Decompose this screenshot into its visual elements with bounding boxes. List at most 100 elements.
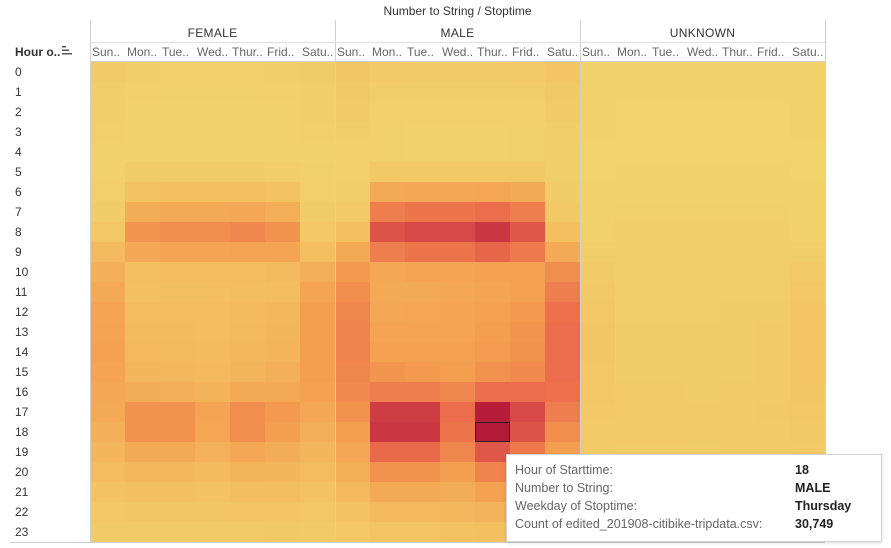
heatmap-cell[interactable] xyxy=(90,82,125,102)
heatmap-cell[interactable] xyxy=(370,382,405,402)
heatmap-cell[interactable] xyxy=(230,402,265,422)
heatmap-cell[interactable] xyxy=(510,162,545,182)
heatmap-cell[interactable] xyxy=(790,422,825,442)
heatmap-cell[interactable] xyxy=(300,242,335,262)
heatmap-cell[interactable] xyxy=(405,182,440,202)
heatmap-cell[interactable] xyxy=(230,182,265,202)
heatmap-cell[interactable] xyxy=(125,162,160,182)
heatmap-cell[interactable] xyxy=(160,142,195,162)
heatmap-cell[interactable] xyxy=(755,142,790,162)
heatmap-cell[interactable] xyxy=(755,382,790,402)
heatmap-cell[interactable] xyxy=(755,162,790,182)
heatmap-cell[interactable] xyxy=(545,202,580,222)
heatmap-cell[interactable] xyxy=(230,102,265,122)
heatmap-cell[interactable] xyxy=(265,462,300,482)
heatmap-cell[interactable] xyxy=(160,62,195,82)
heatmap-cell[interactable] xyxy=(195,502,230,522)
heatmap-cell[interactable] xyxy=(685,162,720,182)
heatmap-cell[interactable] xyxy=(545,162,580,182)
heatmap-cell[interactable] xyxy=(580,162,615,182)
heatmap-cell[interactable] xyxy=(685,222,720,242)
heatmap-cell[interactable] xyxy=(405,482,440,502)
heatmap-cell[interactable] xyxy=(615,282,650,302)
heatmap-cell[interactable] xyxy=(370,282,405,302)
heatmap-cell[interactable] xyxy=(685,282,720,302)
row-label[interactable]: 11 xyxy=(15,285,28,299)
day-header[interactable]: Thur.. xyxy=(232,45,263,59)
heatmap-cell[interactable] xyxy=(615,102,650,122)
heatmap-cell[interactable] xyxy=(650,242,685,262)
heatmap-cell[interactable] xyxy=(545,222,580,242)
heatmap-cell[interactable] xyxy=(475,342,510,362)
heatmap-cell[interactable] xyxy=(195,162,230,182)
heatmap-cell[interactable] xyxy=(405,402,440,422)
heatmap-cell[interactable] xyxy=(265,222,300,242)
heatmap-cell[interactable] xyxy=(265,482,300,502)
heatmap-cell[interactable] xyxy=(685,242,720,262)
heatmap-cell[interactable] xyxy=(125,422,160,442)
heatmap-cell[interactable] xyxy=(335,142,370,162)
day-header[interactable]: Tue.. xyxy=(652,45,679,59)
day-header[interactable]: Mon.. xyxy=(127,45,158,59)
heatmap-cell[interactable] xyxy=(300,302,335,322)
heatmap-cell[interactable] xyxy=(720,182,755,202)
heatmap-cell[interactable] xyxy=(545,362,580,382)
heatmap-cell[interactable] xyxy=(300,402,335,422)
heatmap-cell[interactable] xyxy=(720,242,755,262)
heatmap-cell[interactable] xyxy=(720,102,755,122)
heatmap-cell[interactable] xyxy=(125,122,160,142)
heatmap-cell[interactable] xyxy=(615,82,650,102)
row-label[interactable]: 3 xyxy=(15,125,22,139)
heatmap-cell[interactable] xyxy=(370,522,405,542)
heatmap-cell[interactable] xyxy=(405,522,440,542)
heatmap-cell[interactable] xyxy=(90,422,125,442)
heatmap-cell[interactable] xyxy=(125,202,160,222)
heatmap-cell[interactable] xyxy=(580,422,615,442)
heatmap-cell[interactable] xyxy=(405,502,440,522)
heatmap-cell[interactable] xyxy=(300,362,335,382)
heatmap-cell[interactable] xyxy=(335,402,370,422)
heatmap-cell[interactable] xyxy=(125,182,160,202)
heatmap-cell[interactable] xyxy=(615,342,650,362)
heatmap-cell[interactable] xyxy=(510,122,545,142)
heatmap-cell[interactable] xyxy=(90,262,125,282)
heatmap-cell[interactable] xyxy=(545,402,580,422)
heatmap-cell[interactable] xyxy=(615,302,650,322)
heatmap-cell[interactable] xyxy=(265,362,300,382)
heatmap-cell[interactable] xyxy=(790,362,825,382)
heatmap-cell[interactable] xyxy=(440,322,475,342)
heatmap-cell[interactable] xyxy=(720,82,755,102)
day-header[interactable]: Tue.. xyxy=(407,45,434,59)
heatmap-cell[interactable] xyxy=(510,382,545,402)
heatmap-cell[interactable] xyxy=(125,302,160,322)
heatmap-cell[interactable] xyxy=(160,522,195,542)
heatmap-cell[interactable] xyxy=(755,202,790,222)
heatmap-cell[interactable] xyxy=(230,202,265,222)
day-header[interactable]: Tue.. xyxy=(162,45,189,59)
heatmap-cell[interactable] xyxy=(195,462,230,482)
heatmap-cell[interactable] xyxy=(265,502,300,522)
heatmap-cell[interactable] xyxy=(440,502,475,522)
heatmap-cell[interactable] xyxy=(90,142,125,162)
heatmap-cell[interactable] xyxy=(440,302,475,322)
heatmap-cell[interactable] xyxy=(160,402,195,422)
heatmap-cell[interactable] xyxy=(650,182,685,202)
row-label[interactable]: 14 xyxy=(15,345,29,359)
heatmap-cell[interactable] xyxy=(405,462,440,482)
heatmap-cell[interactable] xyxy=(685,62,720,82)
row-label[interactable]: 0 xyxy=(15,65,22,79)
heatmap-cell[interactable] xyxy=(440,482,475,502)
day-header[interactable]: Frid.. xyxy=(757,45,785,59)
heatmap-cell[interactable] xyxy=(510,142,545,162)
heatmap-cell[interactable] xyxy=(370,302,405,322)
heatmap-cell[interactable] xyxy=(125,322,160,342)
heatmap-cell[interactable] xyxy=(405,142,440,162)
heatmap-cell[interactable] xyxy=(125,442,160,462)
heatmap-cell[interactable] xyxy=(335,522,370,542)
heatmap-cell[interactable] xyxy=(510,422,545,442)
heatmap-cell[interactable] xyxy=(475,102,510,122)
heatmap-cell[interactable] xyxy=(615,362,650,382)
heatmap-cell[interactable] xyxy=(230,422,265,442)
heatmap-cell[interactable] xyxy=(195,302,230,322)
heatmap-cell[interactable] xyxy=(720,222,755,242)
